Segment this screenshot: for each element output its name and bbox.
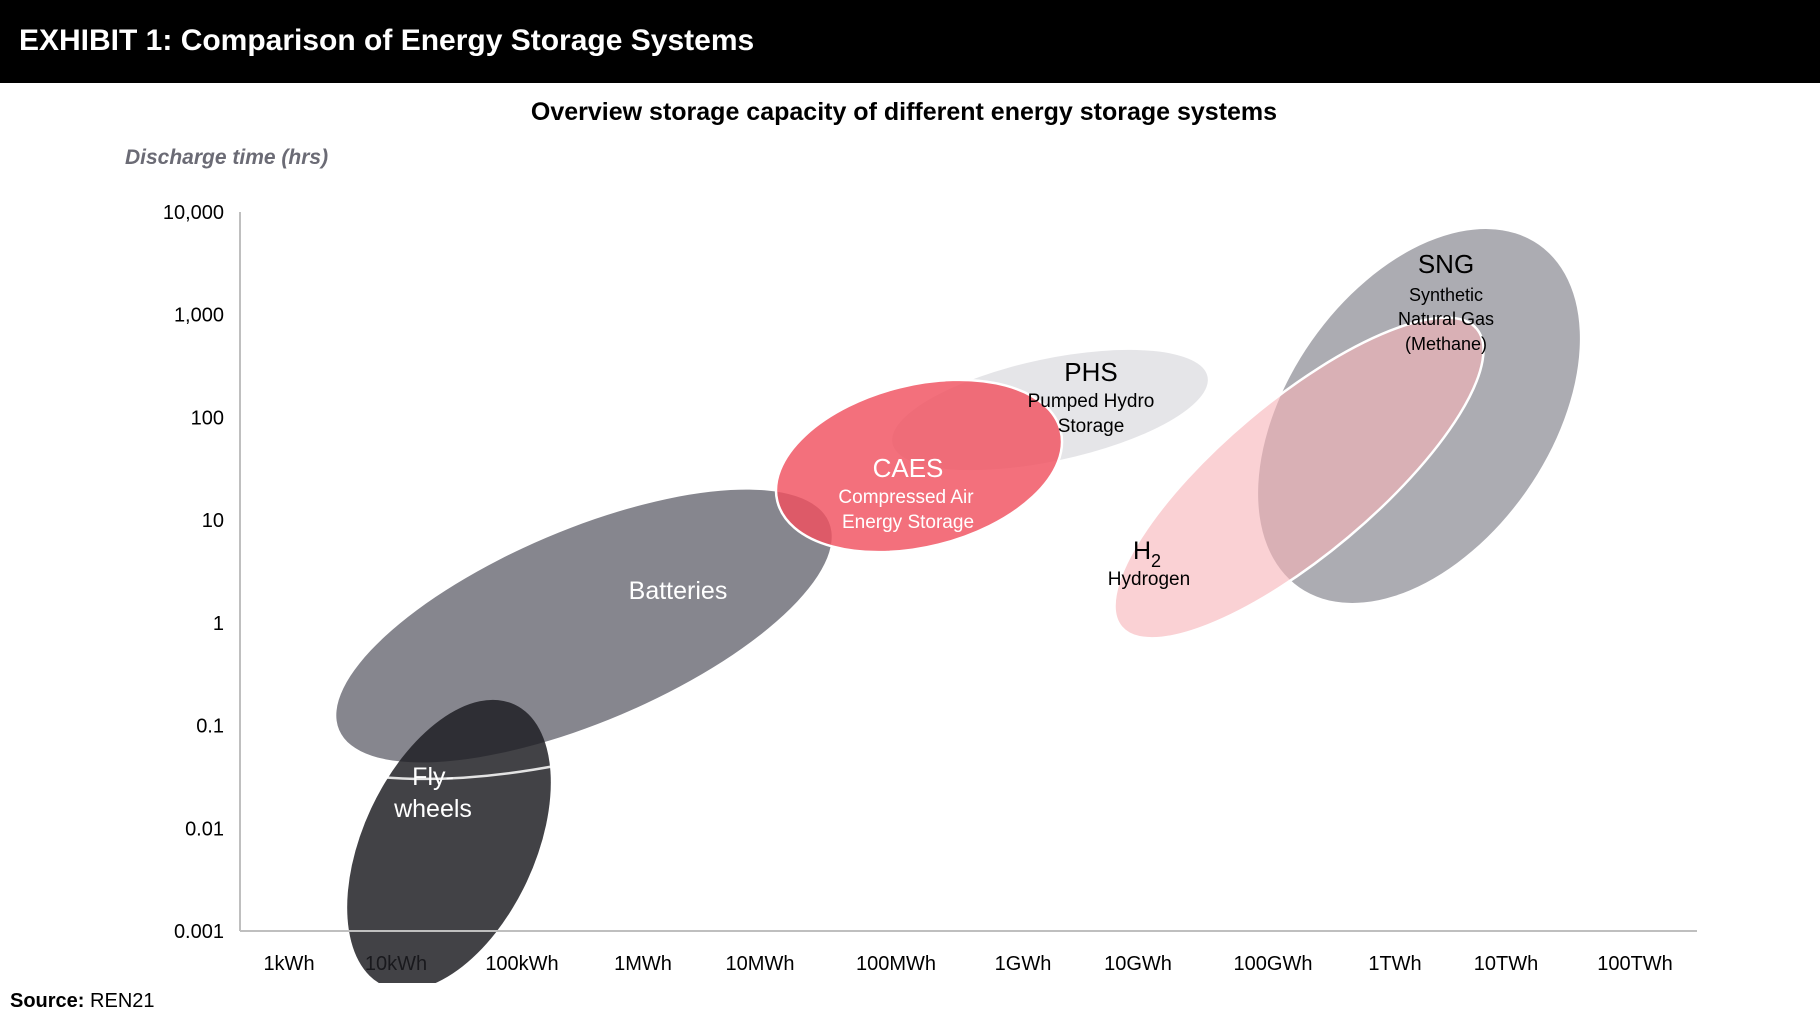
x-tick-label: 10TWh bbox=[1474, 953, 1538, 975]
x-tick-label: 10MWh bbox=[726, 953, 795, 975]
y-tick-label: 1 bbox=[213, 613, 224, 635]
flywheels-highlight-arc bbox=[347, 763, 561, 781]
flywheels-label-line2: wheels bbox=[393, 795, 472, 823]
x-tick-label: 100MWh bbox=[856, 953, 936, 975]
x-tick-label: 1kWh bbox=[263, 953, 314, 975]
batteries-region bbox=[336, 489, 832, 763]
y-tick-label: 100 bbox=[191, 407, 224, 429]
sng-subtitle-line2: Natural Gas bbox=[1398, 309, 1494, 329]
flywheels-region bbox=[347, 699, 551, 983]
chart: Overview storage capacity of different e… bbox=[125, 98, 1697, 983]
exhibit-header: EXHIBIT 1: Comparison of Energy Storage … bbox=[0, 0, 1820, 83]
x-tick-label: 100kWh bbox=[485, 953, 558, 975]
caes-region bbox=[774, 378, 1064, 554]
source-label: Source: bbox=[10, 990, 85, 1012]
y-tick-label: 0.001 bbox=[174, 921, 224, 943]
x-tick-label: 1GWh bbox=[995, 953, 1052, 975]
h2-label: H2 bbox=[1133, 537, 1161, 571]
phs-subtitle: Pumped Hydro bbox=[1028, 391, 1155, 412]
sng-label: SNG bbox=[1418, 249, 1474, 279]
phs-label: PHS bbox=[1064, 357, 1117, 387]
y-tick-label: 10,000 bbox=[163, 202, 224, 224]
x-axis-ticks: 1kWh10kWh100kWh1MWh10MWh100MWh1GWh10GWh1… bbox=[263, 953, 1672, 975]
source-note: Source: REN21 bbox=[10, 990, 155, 1013]
batteries-label: Batteries bbox=[629, 577, 728, 605]
h2-label-subscript: 2 bbox=[1151, 551, 1161, 571]
h2-label-main: H bbox=[1133, 537, 1151, 565]
y-axis-ticks: 10,000 1,000 100 10 1 0.1 0.01 0.001 bbox=[163, 202, 224, 943]
phs-subtitle-line2: Storage bbox=[1058, 416, 1125, 437]
plot-regions bbox=[336, 229, 1580, 983]
sng-subtitle-line3: (Methane) bbox=[1405, 334, 1487, 354]
x-tick-label: 100GWh bbox=[1234, 953, 1313, 975]
exhibit-title: EXHIBIT 1: Comparison of Energy Storage … bbox=[19, 24, 755, 57]
h2-subtitle: Hydrogen bbox=[1108, 569, 1190, 590]
caes-subtitle-line2: Energy Storage bbox=[842, 512, 974, 533]
chart-title: Overview storage capacity of different e… bbox=[531, 98, 1277, 126]
source-value: REN21 bbox=[90, 990, 155, 1012]
y-axis-title: Discharge time (hrs) bbox=[125, 146, 328, 169]
y-tick-label: 0.01 bbox=[185, 818, 224, 840]
sng-subtitle: Synthetic bbox=[1409, 285, 1483, 305]
x-tick-label: 100TWh bbox=[1597, 953, 1673, 975]
y-tick-label: 0.1 bbox=[196, 716, 224, 738]
caes-label: CAES bbox=[873, 453, 944, 483]
h2-region bbox=[1113, 316, 1485, 640]
x-tick-label: 1TWh bbox=[1368, 953, 1421, 975]
y-tick-label: 1,000 bbox=[174, 305, 224, 327]
y-tick-label: 10 bbox=[202, 510, 224, 532]
region-labels: Batteries Fly- wheels PHS Pumped Hydro S… bbox=[393, 249, 1494, 823]
caes-subtitle: Compressed Air bbox=[838, 487, 974, 508]
flywheels-label: Fly- bbox=[412, 763, 454, 791]
x-tick-label: 10GWh bbox=[1104, 953, 1172, 975]
x-tick-label: 1MWh bbox=[614, 953, 672, 975]
